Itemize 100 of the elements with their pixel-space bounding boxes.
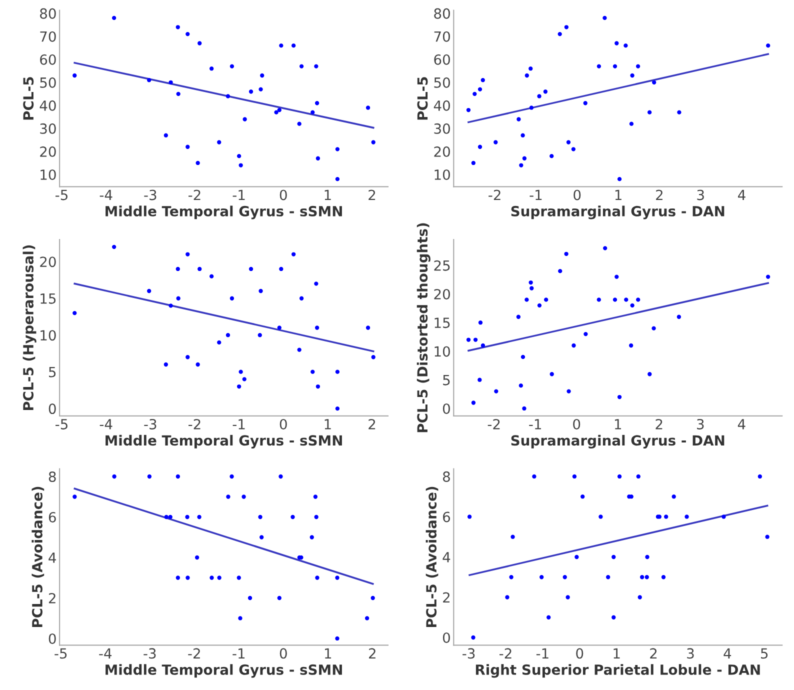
point [543,90,548,94]
point [112,474,116,479]
point [766,274,770,279]
point [722,514,726,519]
x-tick-label: 3 [687,648,694,659]
point [544,298,548,302]
point [516,314,521,319]
y-tick-label: 70 [40,31,56,42]
point [277,326,282,330]
point [636,474,640,479]
point [664,514,668,519]
x-tick-label: -4 [99,648,112,658]
y-tick-label: 0 [442,632,450,643]
point [258,333,262,338]
point [196,160,200,166]
point [168,304,173,308]
point [186,355,190,360]
point [230,296,234,300]
point [335,370,340,374]
x-tick-label: -1 [232,648,245,658]
x-tick-label: 3 [697,418,704,430]
point [480,78,485,82]
point [550,154,554,158]
y-axis-title: PCL-5 (Distorted thoughts) [416,223,430,432]
point [672,494,676,499]
y-tick-label: 25 [434,260,450,271]
point [226,94,230,98]
x-tick-label: -3 [462,648,475,659]
y-tick-label: 80 [40,8,56,19]
point [230,474,234,479]
point [596,298,601,302]
y-tick-label: 20 [434,146,450,157]
point [564,252,568,256]
point [209,274,214,278]
point [520,133,525,138]
point [238,616,242,620]
y-tick-label: 8 [48,471,56,482]
point [584,332,588,336]
y-tick-label: 70 [434,31,450,42]
x-axis-title: Middle Temporal Gyrus - sSMN [106,206,342,220]
x-tick-label: -1 [530,190,542,200]
point [519,163,524,168]
point [313,494,318,499]
point [278,474,283,479]
y-tick-label: 40 [40,100,56,111]
point [335,177,340,182]
point [314,64,318,68]
x-tick-label: 4 [738,190,746,200]
point [550,372,554,376]
x-tick-label: -1 [232,190,245,200]
x-tick-label: -2 [488,190,500,200]
point [612,64,618,68]
y-tick-label: 2 [443,592,450,603]
point [532,474,536,479]
point [612,554,616,560]
point [176,25,180,30]
point [277,596,282,600]
point [236,384,242,389]
point [510,534,515,539]
point [146,288,152,294]
x-tick-label: 0 [573,418,580,430]
y-axis-title: PCL-5 (Avoidance) [32,486,44,628]
point [566,140,571,144]
point [314,514,318,520]
y-tick-label: 10 [434,169,450,180]
point [364,616,370,620]
x-tick-label: -5 [54,648,67,659]
point [335,576,340,580]
x-tick-label: 1 [324,419,331,430]
point [638,595,642,600]
point [242,377,246,382]
x-axis-title: Right Superior Parietal Lobule - DAN [476,664,760,678]
x-tick-label: 1 [615,190,622,200]
point [644,575,649,580]
point [226,494,230,499]
x-tick-label: 3 [697,190,704,200]
point [194,555,200,560]
point [371,140,376,144]
point [176,92,180,96]
point [480,343,486,348]
point [147,474,152,479]
x-tick-label: -5 [56,190,68,200]
point [583,101,588,106]
point [297,348,302,352]
x-tick-label: -3 [144,190,156,200]
point [471,635,476,640]
x-tick-label: 4 [738,419,746,430]
point [290,514,295,520]
point [197,514,202,520]
point [509,575,514,580]
point [522,406,526,411]
y-tick-label: 20 [434,288,450,300]
point [603,246,608,250]
point [316,156,320,160]
point [574,554,579,560]
point [566,389,571,394]
x-tick-label: -5 [56,419,68,430]
point [291,252,296,256]
point [168,80,173,84]
point [596,64,602,68]
